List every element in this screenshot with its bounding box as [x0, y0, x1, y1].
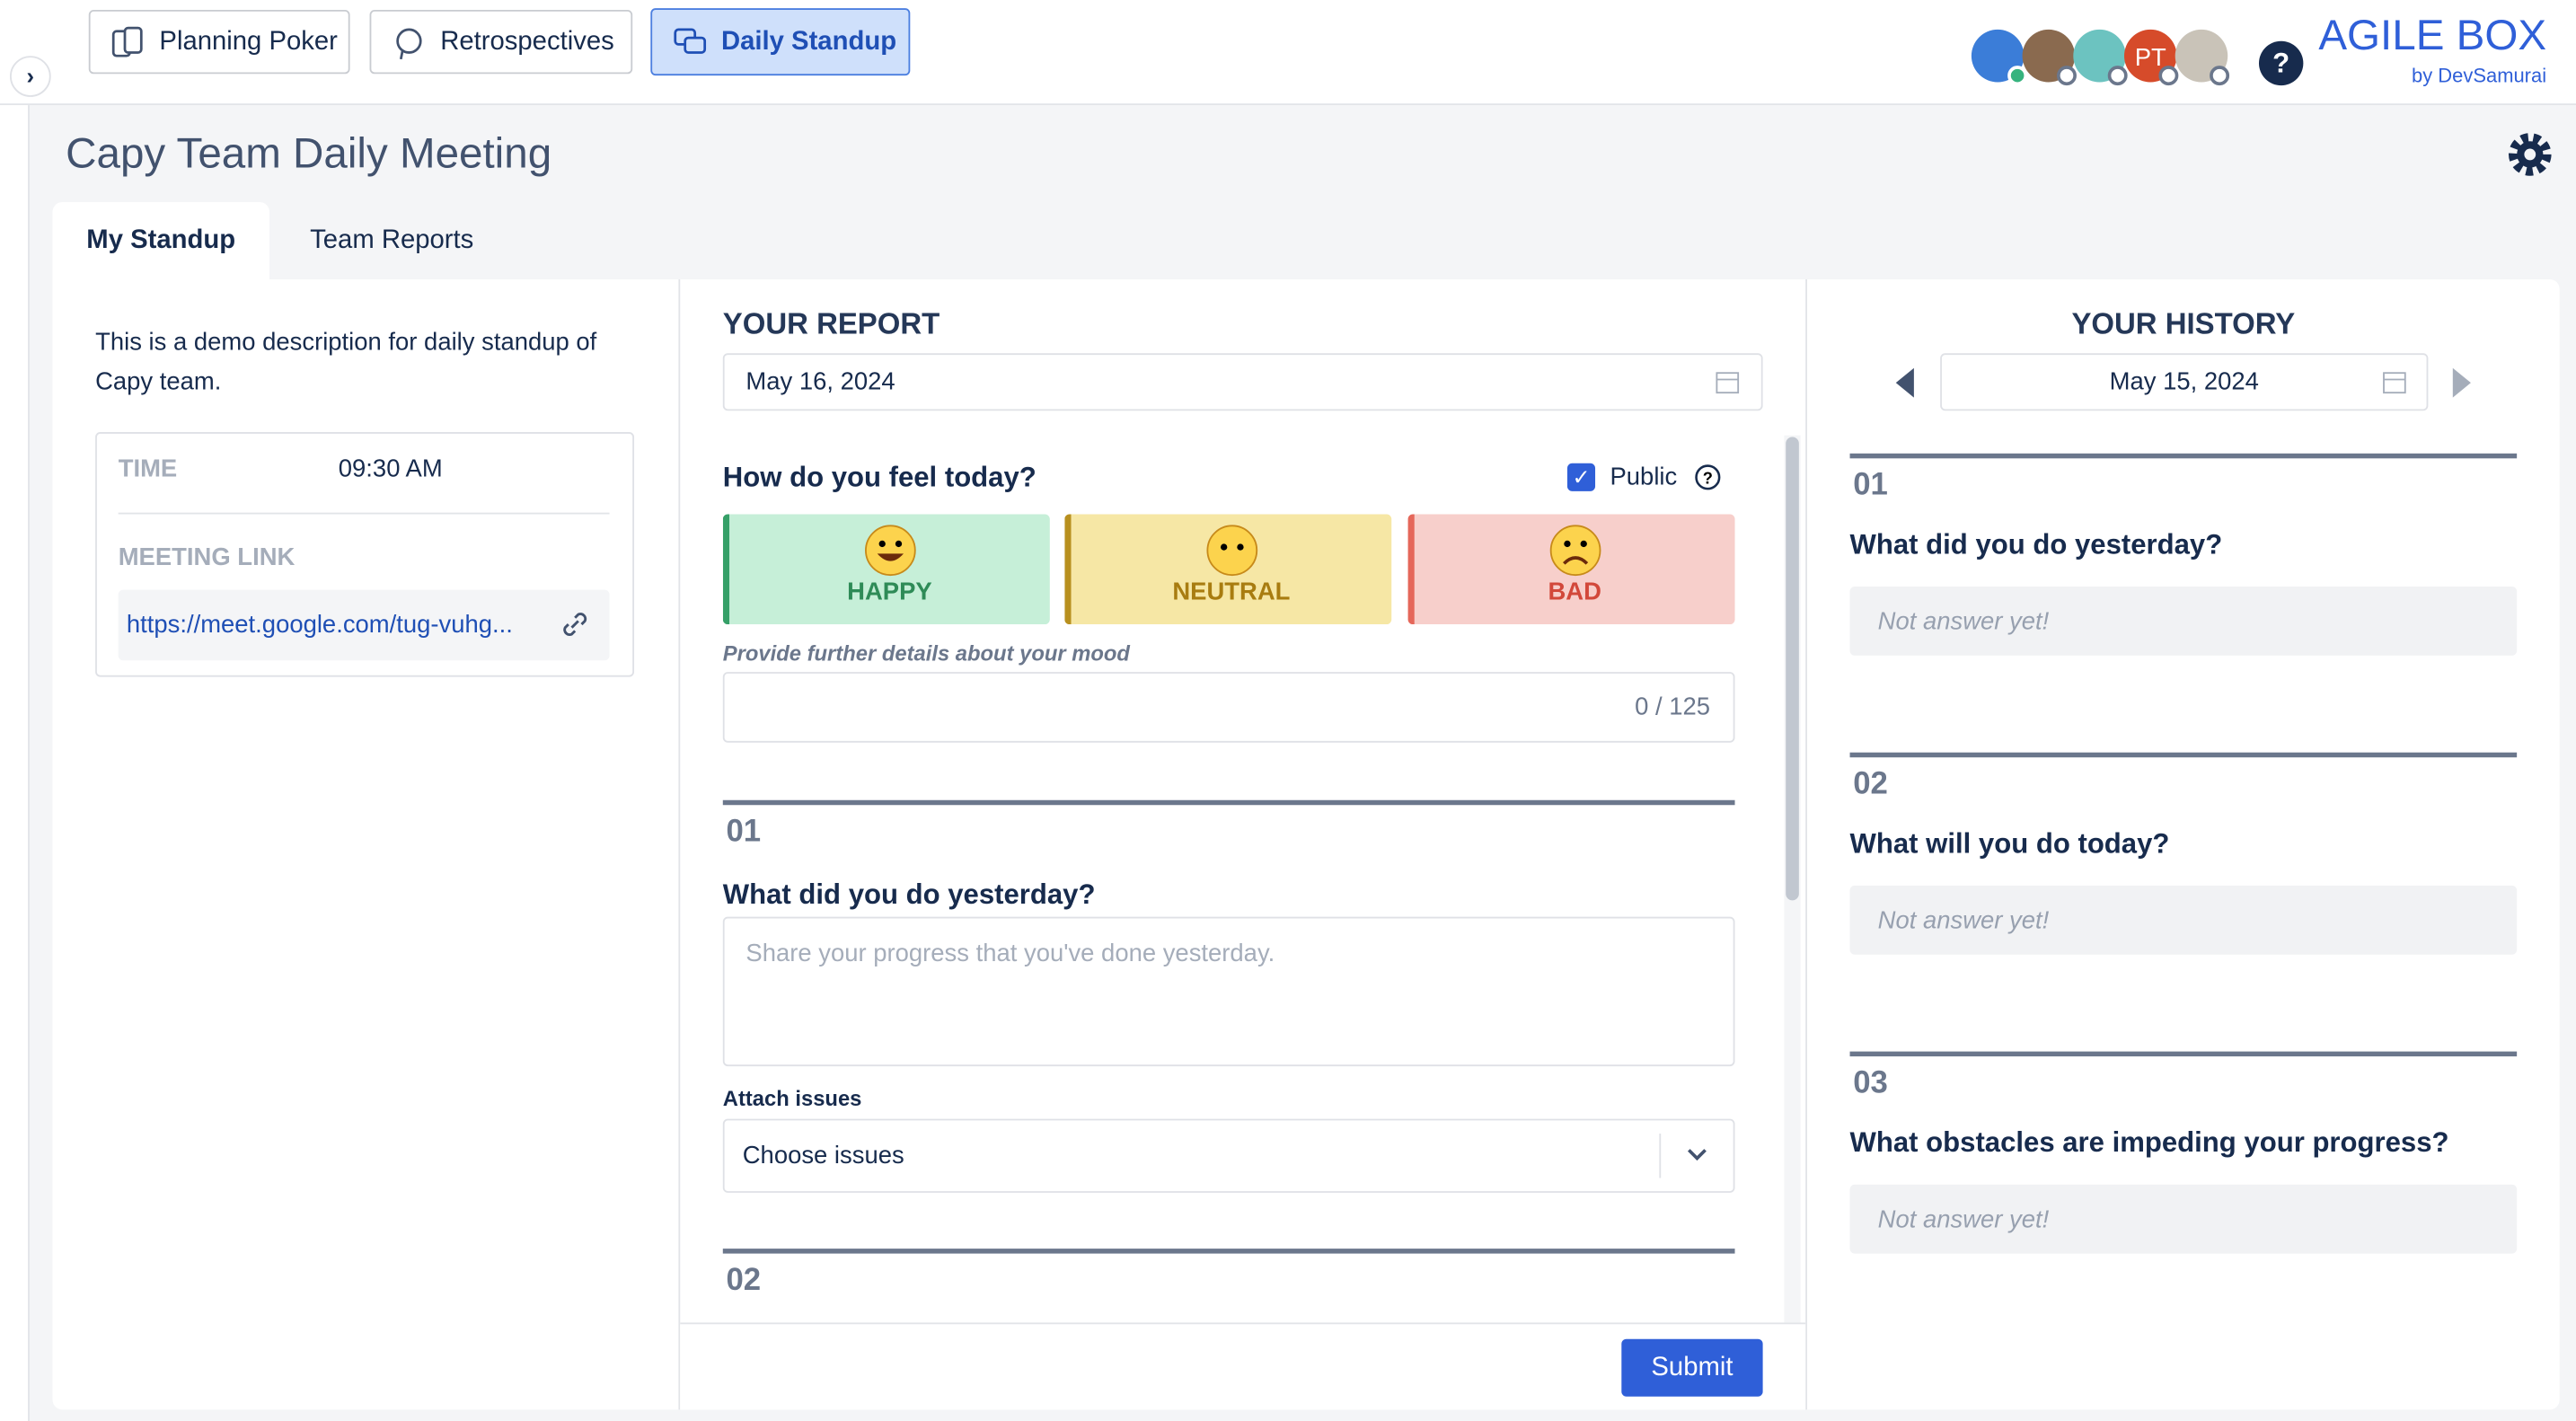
nav-tab[interactable]: Retrospectives — [369, 9, 633, 75]
time-label: TIME — [118, 455, 178, 483]
copy-link-icon[interactable] — [560, 610, 590, 640]
section-rule — [722, 799, 1735, 806]
section-rule — [1849, 752, 2518, 758]
answer: Not answer yet! — [1849, 586, 2518, 656]
history-heading: YOUR HISTORY — [2071, 307, 2296, 340]
question-number: 02 — [726, 1263, 762, 1298]
svg-text:?: ? — [1703, 469, 1713, 488]
help-icon[interactable]: ? — [1694, 463, 1722, 491]
question: What will you do today? — [1849, 827, 2170, 860]
answer: Not answer yet! — [1849, 1184, 2518, 1254]
question: What did you do yesterday? — [1849, 528, 2223, 560]
emoji — [1548, 525, 1601, 577]
date-picker[interactable]: May 16, 2024 — [722, 353, 1763, 411]
emoji — [864, 525, 915, 577]
sidebar-toggle[interactable]: › — [9, 56, 51, 97]
question-number: 03 — [1853, 1066, 1888, 1101]
select-placeholder: Choose issues — [742, 1142, 904, 1170]
next-button[interactable] — [2448, 365, 2477, 401]
icon — [674, 27, 707, 53]
mood-neutral[interactable]: NEUTRAL — [1064, 514, 1392, 625]
avatars: PT — [1971, 29, 2230, 86]
calendar-icon — [2383, 372, 2406, 394]
attach-label: Attach issues — [722, 1086, 862, 1111]
public-label: Public — [1610, 463, 1678, 491]
select-divider — [1659, 1134, 1662, 1178]
link-label: MEETING LINK — [118, 543, 296, 572]
answer: Not answer yet! — [1849, 885, 2518, 955]
calendar-icon — [1716, 372, 1740, 394]
public-checkbox[interactable]: ✓ — [1566, 463, 1596, 491]
page-title: Capy Team Daily Meeting — [66, 128, 552, 178]
footer-bar — [680, 1322, 1806, 1410]
time-value: 09:30 AM — [338, 455, 443, 483]
chevron-down — [1688, 1149, 1707, 1161]
nav-tab-label: Retrospectives — [440, 27, 614, 56]
help-button[interactable]: ? — [2258, 40, 2304, 86]
date-value: May 15, 2024 — [2109, 367, 2259, 396]
submit-button[interactable]: Submit — [1621, 1338, 1763, 1397]
section-rule — [1849, 1051, 2518, 1057]
report-heading: YOUR REPORT — [722, 307, 940, 340]
mood-label: NEUTRAL — [1172, 578, 1291, 606]
nav-tab-label: Planning Poker — [159, 27, 338, 56]
mood-bad[interactable]: BAD — [1407, 514, 1735, 625]
divider — [678, 278, 681, 1410]
question: What did you do yesterday? — [722, 878, 1096, 911]
question-number: 02 — [1853, 767, 1888, 802]
settings-icon[interactable] — [2507, 131, 2553, 177]
mood-label: BAD — [1548, 578, 1601, 606]
meeting-link[interactable]: https://meet.google.com/tug-vuhg... — [126, 611, 513, 640]
link-box — [118, 589, 610, 661]
tab-active[interactable]: My Standup — [52, 201, 269, 281]
tab[interactable]: Team Reports — [310, 226, 474, 255]
separator — [118, 512, 610, 515]
question: What obstacles are impeding your progres… — [1849, 1126, 2449, 1159]
nav-tab-active[interactable]: Daily Standup — [650, 8, 911, 76]
question-number: 01 — [1853, 468, 1888, 503]
scrollbar-thumb[interactable] — [1786, 437, 1799, 901]
icon — [396, 27, 422, 59]
avatar-initials: PT — [2135, 43, 2166, 71]
emoji — [1205, 525, 1257, 577]
date-value: May 16, 2024 — [745, 367, 895, 396]
mood-happy[interactable]: HAPPY — [722, 514, 1050, 625]
history-date-picker[interactable]: May 15, 2024 — [1940, 353, 2429, 411]
nav-tab[interactable]: Planning Poker — [88, 9, 350, 75]
issues-select[interactable]: Choose issues — [722, 1118, 1735, 1193]
mood-label: HAPPY — [847, 578, 932, 606]
mood-question: How do you feel today? — [722, 461, 1037, 493]
mood-details-input[interactable]: 0 / 125 — [722, 672, 1735, 743]
question-number: 01 — [726, 815, 762, 850]
placeholder: Share your progress that you've done yes… — [745, 940, 1275, 968]
nav-tab-label: Daily Standup — [720, 27, 897, 56]
answer-textarea[interactable]: Share your progress that you've done yes… — [722, 916, 1735, 1067]
char-counter: 0 / 125 — [1635, 693, 1711, 721]
prev-button[interactable] — [1889, 365, 1919, 401]
info-box — [95, 432, 635, 677]
brand-sub: by DevSamurai — [2412, 64, 2547, 87]
divider — [1805, 278, 1807, 1410]
icon — [111, 25, 143, 57]
brand: AGILE BOX — [2318, 9, 2547, 59]
mood-details-label: Provide further details about your mood — [722, 640, 1130, 666]
section-rule — [722, 1249, 1735, 1254]
sidebar — [0, 105, 30, 1421]
description: This is a demo description for daily sta… — [95, 328, 597, 396]
section-rule — [1849, 453, 2518, 459]
